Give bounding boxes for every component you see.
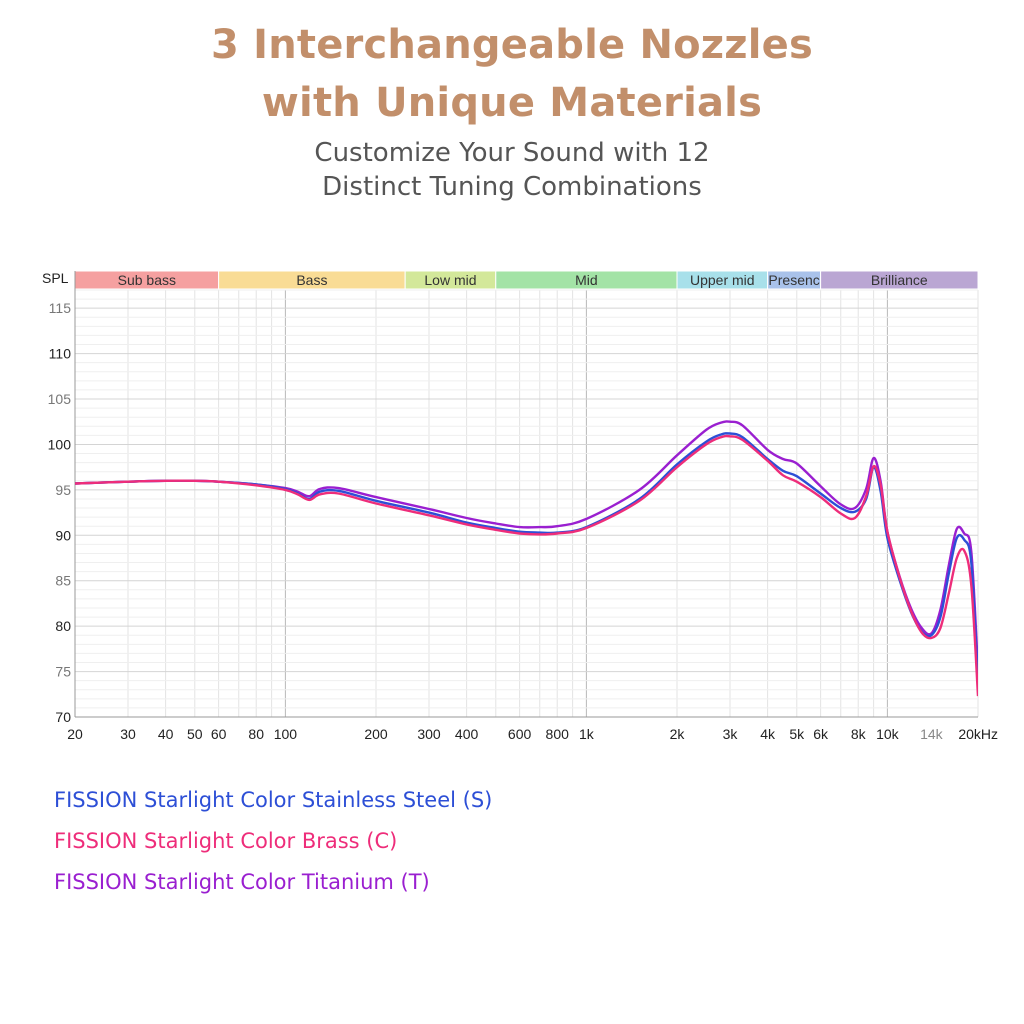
y-tick-label: 75	[55, 664, 71, 680]
x-tick-label: 200	[364, 726, 388, 742]
x-tick-label: 1k	[579, 726, 595, 742]
y-tick-label: 70	[55, 709, 71, 725]
y-axis-label: SPL	[42, 270, 69, 286]
x-tick-label: 8k	[851, 726, 867, 742]
x-tick-label: 50	[187, 726, 203, 742]
x-tick-label: 400	[455, 726, 479, 742]
series-line-brass	[75, 434, 978, 697]
x-tick-label: 14k	[920, 726, 944, 742]
x-tick-label: 100	[274, 726, 298, 742]
x-tick-label: 6k	[813, 726, 829, 742]
x-tick-label: 40	[158, 726, 174, 742]
band-label: Brilliance	[871, 272, 928, 288]
x-tick-label: 800	[546, 726, 570, 742]
band-label: Mid	[575, 272, 598, 288]
x-tick-label: 60	[211, 726, 227, 742]
x-tick-label: 30	[120, 726, 136, 742]
x-tick-label: 300	[417, 726, 441, 742]
x-tick-label: 600	[508, 726, 532, 742]
band-6	[820, 270, 979, 290]
y-tick-label: 90	[55, 527, 71, 543]
legend-entry-titanium: FISSION Starlight Color Titanium (T)	[54, 870, 430, 894]
page-subtitle-line-2: Distinct Tuning Combinations	[322, 172, 702, 202]
band-label: Bass	[296, 272, 327, 288]
page-subtitle: Customize Your Sound with 12	[314, 138, 710, 168]
band-label: Presenc	[768, 272, 819, 288]
x-tick-label: 3k	[723, 726, 739, 742]
x-tick-label: 4k	[760, 726, 776, 742]
legend-entry-brass: FISSION Starlight Color Brass (C)	[54, 829, 398, 853]
y-tick-label: 115	[49, 300, 72, 316]
band-label: Sub bass	[118, 272, 176, 288]
y-tick-label: 95	[55, 482, 71, 498]
series-line-titanium	[75, 420, 978, 671]
y-tick-label: 100	[48, 436, 72, 452]
page-title: 3 Interchangeable Nozzles	[210, 22, 814, 68]
y-tick-label: 85	[55, 573, 71, 589]
band-label: Upper mid	[690, 272, 755, 288]
x-tick-label: 2k	[670, 726, 686, 742]
x-tick-label: 10k	[876, 726, 900, 742]
y-tick-label: 80	[55, 618, 71, 634]
frequency-response-chart: Sub bass Bass Low mid Mid Upper mid Presenc Br…	[42, 270, 998, 742]
band-label: Low mid	[424, 272, 476, 288]
legend-entry-stainless-steel: FISSION Starlight Color Stainless Steel …	[54, 788, 493, 812]
page-title-line-2: with Unique Materials	[261, 80, 763, 126]
x-tick-label: 80	[248, 726, 264, 742]
x-tick-label: 20	[67, 726, 83, 742]
y-tick-label: 105	[48, 391, 72, 407]
x-tick-label: 20kHz	[958, 726, 998, 742]
x-tick-label: 5k	[789, 726, 805, 742]
y-tick-label: 110	[49, 346, 72, 362]
